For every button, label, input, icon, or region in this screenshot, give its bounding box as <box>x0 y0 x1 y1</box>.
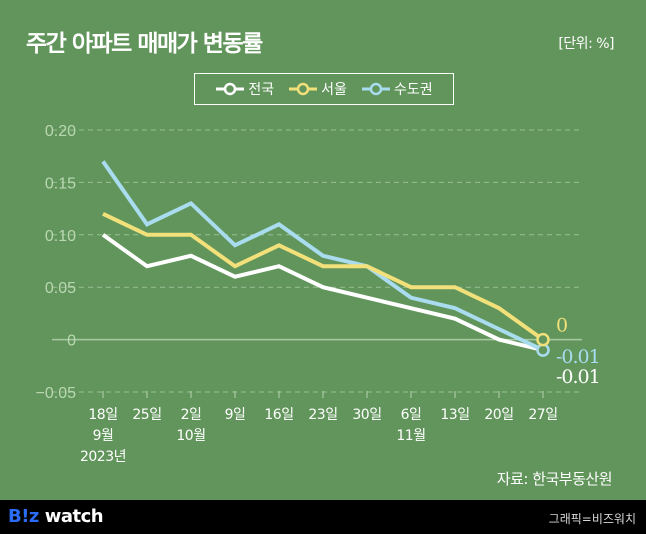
x-tick-label: 18일 <box>88 407 117 423</box>
x-tick-label: 16일 <box>264 407 293 423</box>
line-chart: 0.20 0.15 0.10 0.05 0 −0.05 18일 9월 2023년 25일 2일 10월… <box>36 123 601 465</box>
x-tick-label: 2일 <box>181 407 202 423</box>
x-tick-label: 13일 <box>440 407 469 423</box>
x-tick-label: 25일 <box>132 407 161 423</box>
logo-part1: B!z <box>8 506 39 527</box>
legend-item-nationwide: 전국 <box>215 79 274 99</box>
x-sublabel: 11월 <box>396 428 425 444</box>
legend-item-seoul: 서울 <box>288 79 347 99</box>
legend-item-capital: 수도권 <box>361 79 433 99</box>
unit-label: [단위: %] <box>558 36 614 52</box>
legend-label: 서울 <box>321 82 347 98</box>
series-line-0 <box>101 233 544 353</box>
legend-marker-icon <box>289 82 318 96</box>
end-marker-1 <box>536 332 550 347</box>
y-tick-label: 0.15 <box>45 175 76 192</box>
x-tick-label: 30일 <box>352 407 381 423</box>
source-note: 자료: 한국부동산원 <box>496 470 613 488</box>
legend-label: 수도권 <box>393 82 433 98</box>
x-tick-label: 9일 <box>225 407 246 423</box>
y-tick-label: −0.05 <box>36 385 77 402</box>
chart-title: 주간 아파트 매매가 변동률 <box>26 31 263 57</box>
x-sublabel: 10월 <box>176 428 205 444</box>
legend: 전국 서울 수도권 <box>194 73 454 105</box>
legend-label: 전국 <box>248 82 275 98</box>
y-tick-label: 0.20 <box>45 123 76 140</box>
end-value-label-0: -0.01 <box>556 366 600 388</box>
bizwatch-logo: B!z watch <box>8 506 104 527</box>
x-tick-label: 27일 <box>528 407 557 423</box>
end-value-label-2: -0.01 <box>556 346 600 368</box>
footer-bar: B!z watch 그래픽=비즈워치 <box>0 500 646 534</box>
x-sublabel: 2023년 <box>80 449 126 465</box>
y-tick-label: 0 <box>67 333 76 350</box>
y-tick-label: 0.05 <box>45 280 76 297</box>
legend-marker-icon <box>361 82 390 96</box>
y-tick-label: 0.10 <box>45 228 76 245</box>
x-tick-label: 20일 <box>484 407 513 423</box>
legend-marker-icon <box>216 82 245 96</box>
x-tick-label: 23일 <box>308 407 337 423</box>
logo-part2: watch <box>44 506 104 527</box>
graphic-credit: 그래픽=비즈워치 <box>548 512 636 526</box>
x-tick-label: 6일 <box>401 407 422 423</box>
x-sublabel: 9월 <box>93 428 114 444</box>
series-line-2 <box>101 160 544 352</box>
series-line-1 <box>102 212 545 342</box>
end-value-label-1: 0 <box>556 315 567 337</box>
